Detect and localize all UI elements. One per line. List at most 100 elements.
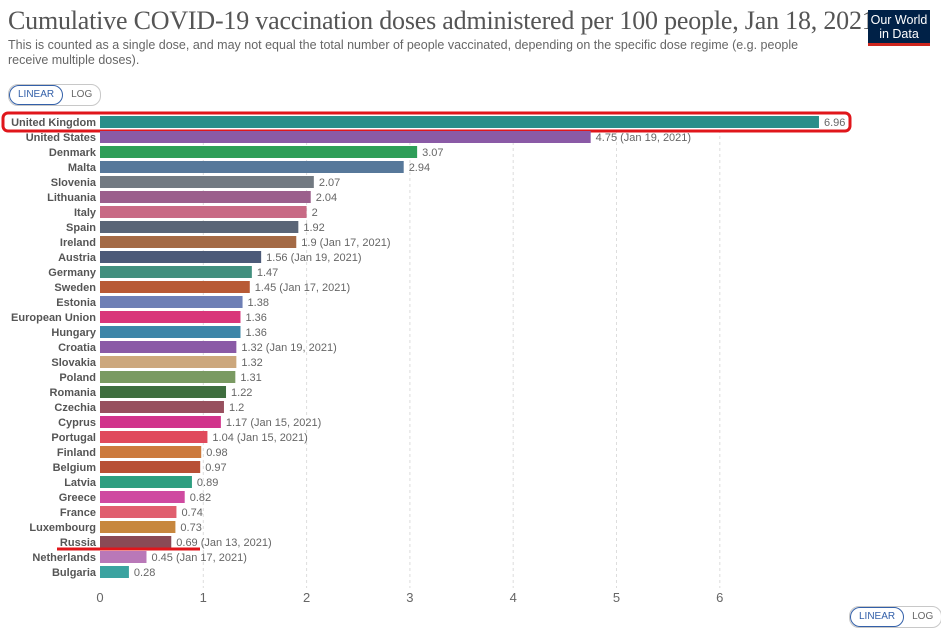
- value-label: 1.36: [245, 312, 266, 324]
- chart-subtitle: This is counted as a single dose, and ma…: [8, 38, 799, 67]
- category-label: European Union: [11, 312, 96, 324]
- category-label: France: [60, 507, 96, 519]
- bar: [100, 371, 236, 383]
- logo-line-1: Our World: [870, 13, 928, 27]
- scale-toggle-top: LINEAR LOG: [8, 84, 102, 106]
- value-label: 1.17 (Jan 15, 2021): [226, 417, 321, 429]
- category-label: Luxembourg: [29, 522, 96, 534]
- value-label: 2: [312, 207, 318, 219]
- category-label: Ireland: [60, 237, 96, 249]
- category-label: Netherlands: [32, 552, 96, 564]
- value-label: 0.97: [205, 462, 226, 474]
- value-label: 1.36: [245, 327, 266, 339]
- bar: [100, 431, 208, 443]
- category-label: Czechia: [54, 402, 96, 414]
- category-label: Croatia: [58, 342, 97, 354]
- bar: [100, 566, 129, 578]
- value-label: 1.38: [248, 297, 269, 309]
- value-label: 1.04 (Jan 15, 2021): [212, 432, 307, 444]
- x-tick-label: 4: [510, 590, 517, 605]
- value-label: 6.96: [824, 117, 845, 129]
- category-label: Slovenia: [51, 177, 97, 189]
- value-label: 0.74: [181, 507, 202, 519]
- value-label: 2.04: [316, 192, 337, 204]
- value-label: 1.92: [303, 222, 324, 234]
- bar: [100, 326, 241, 338]
- bar: [100, 311, 241, 323]
- value-label: 3.07: [422, 147, 443, 159]
- bar: [100, 386, 227, 398]
- chart-title: Cumulative COVID-19 vaccination doses ad…: [8, 6, 875, 35]
- x-tick-label: 1: [200, 590, 207, 605]
- value-label: 1.31: [240, 372, 261, 384]
- bar: [100, 146, 418, 158]
- category-label: Estonia: [56, 297, 97, 309]
- category-label: Hungary: [51, 327, 97, 339]
- bar: [100, 206, 307, 218]
- value-label: 0.28: [134, 567, 155, 579]
- bar: [100, 251, 262, 263]
- x-tick-label: 6: [716, 590, 723, 605]
- value-label: 1.47: [257, 267, 278, 279]
- category-label: Malta: [68, 162, 97, 174]
- bar: [100, 176, 314, 188]
- value-label: 0.73: [180, 522, 201, 534]
- bar: [100, 521, 176, 533]
- linear-scale-button[interactable]: LINEAR: [9, 85, 64, 105]
- bar: [100, 446, 202, 458]
- category-label: United Kingdom: [11, 117, 96, 129]
- category-label: Belgium: [53, 462, 97, 474]
- category-label: Germany: [48, 267, 97, 279]
- scale-toggle-bottom: LINEAR LOG: [849, 606, 941, 628]
- value-label: 0.69 (Jan 13, 2021): [176, 537, 271, 549]
- x-tick-label: 5: [613, 590, 620, 605]
- category-label: Romania: [50, 387, 97, 399]
- bar: [100, 341, 237, 353]
- bar: [100, 356, 237, 368]
- bar: [100, 161, 404, 173]
- category-label: Latvia: [64, 477, 97, 489]
- bar: [100, 116, 819, 128]
- category-label: Finland: [57, 447, 96, 459]
- bar: [100, 131, 591, 143]
- bar: [100, 221, 299, 233]
- bar: [100, 506, 177, 518]
- linear-scale-button-bottom[interactable]: LINEAR: [850, 607, 905, 627]
- bar: [100, 296, 243, 308]
- category-label: Slovakia: [51, 357, 97, 369]
- bar: [100, 266, 252, 278]
- value-label: 2.07: [319, 177, 340, 189]
- bar: [100, 281, 250, 293]
- category-label: United States: [26, 132, 96, 144]
- category-label: Lithuania: [47, 192, 97, 204]
- category-label: Portugal: [51, 432, 96, 444]
- bar: [100, 416, 221, 428]
- category-label: Cyprus: [58, 417, 96, 429]
- value-label: 2.94: [409, 162, 430, 174]
- x-tick-label: 2: [303, 590, 310, 605]
- value-label: 0.82: [190, 492, 211, 504]
- category-label: Greece: [59, 492, 96, 504]
- value-label: 0.45 (Jan 17, 2021): [151, 552, 246, 564]
- bar: [100, 491, 185, 503]
- category-label: Poland: [59, 372, 96, 384]
- value-label: 1.22: [231, 387, 252, 399]
- owid-logo[interactable]: Our World in Data: [868, 10, 930, 46]
- bar: [100, 461, 201, 473]
- value-label: 1.56 (Jan 19, 2021): [266, 252, 361, 264]
- bar: [100, 401, 224, 413]
- value-label: 1.32 (Jan 19, 2021): [241, 342, 336, 354]
- log-scale-button-bottom[interactable]: LOG: [912, 611, 934, 622]
- logo-line-2: in Data: [879, 27, 919, 41]
- category-label: Sweden: [54, 282, 96, 294]
- x-tick-label: 3: [406, 590, 413, 605]
- value-label: 4.75 (Jan 19, 2021): [596, 132, 691, 144]
- log-scale-button[interactable]: LOG: [71, 89, 93, 100]
- bar-chart: 0 1 2 3 4 5 6 United Kingdom 6.96 United States 4.…: [1, 111, 852, 605]
- category-label: Denmark: [49, 147, 97, 159]
- category-label: Austria: [58, 252, 97, 264]
- bar: [100, 536, 172, 548]
- value-label: 0.89: [197, 477, 218, 489]
- bar: [100, 551, 147, 563]
- category-label: Spain: [66, 222, 96, 234]
